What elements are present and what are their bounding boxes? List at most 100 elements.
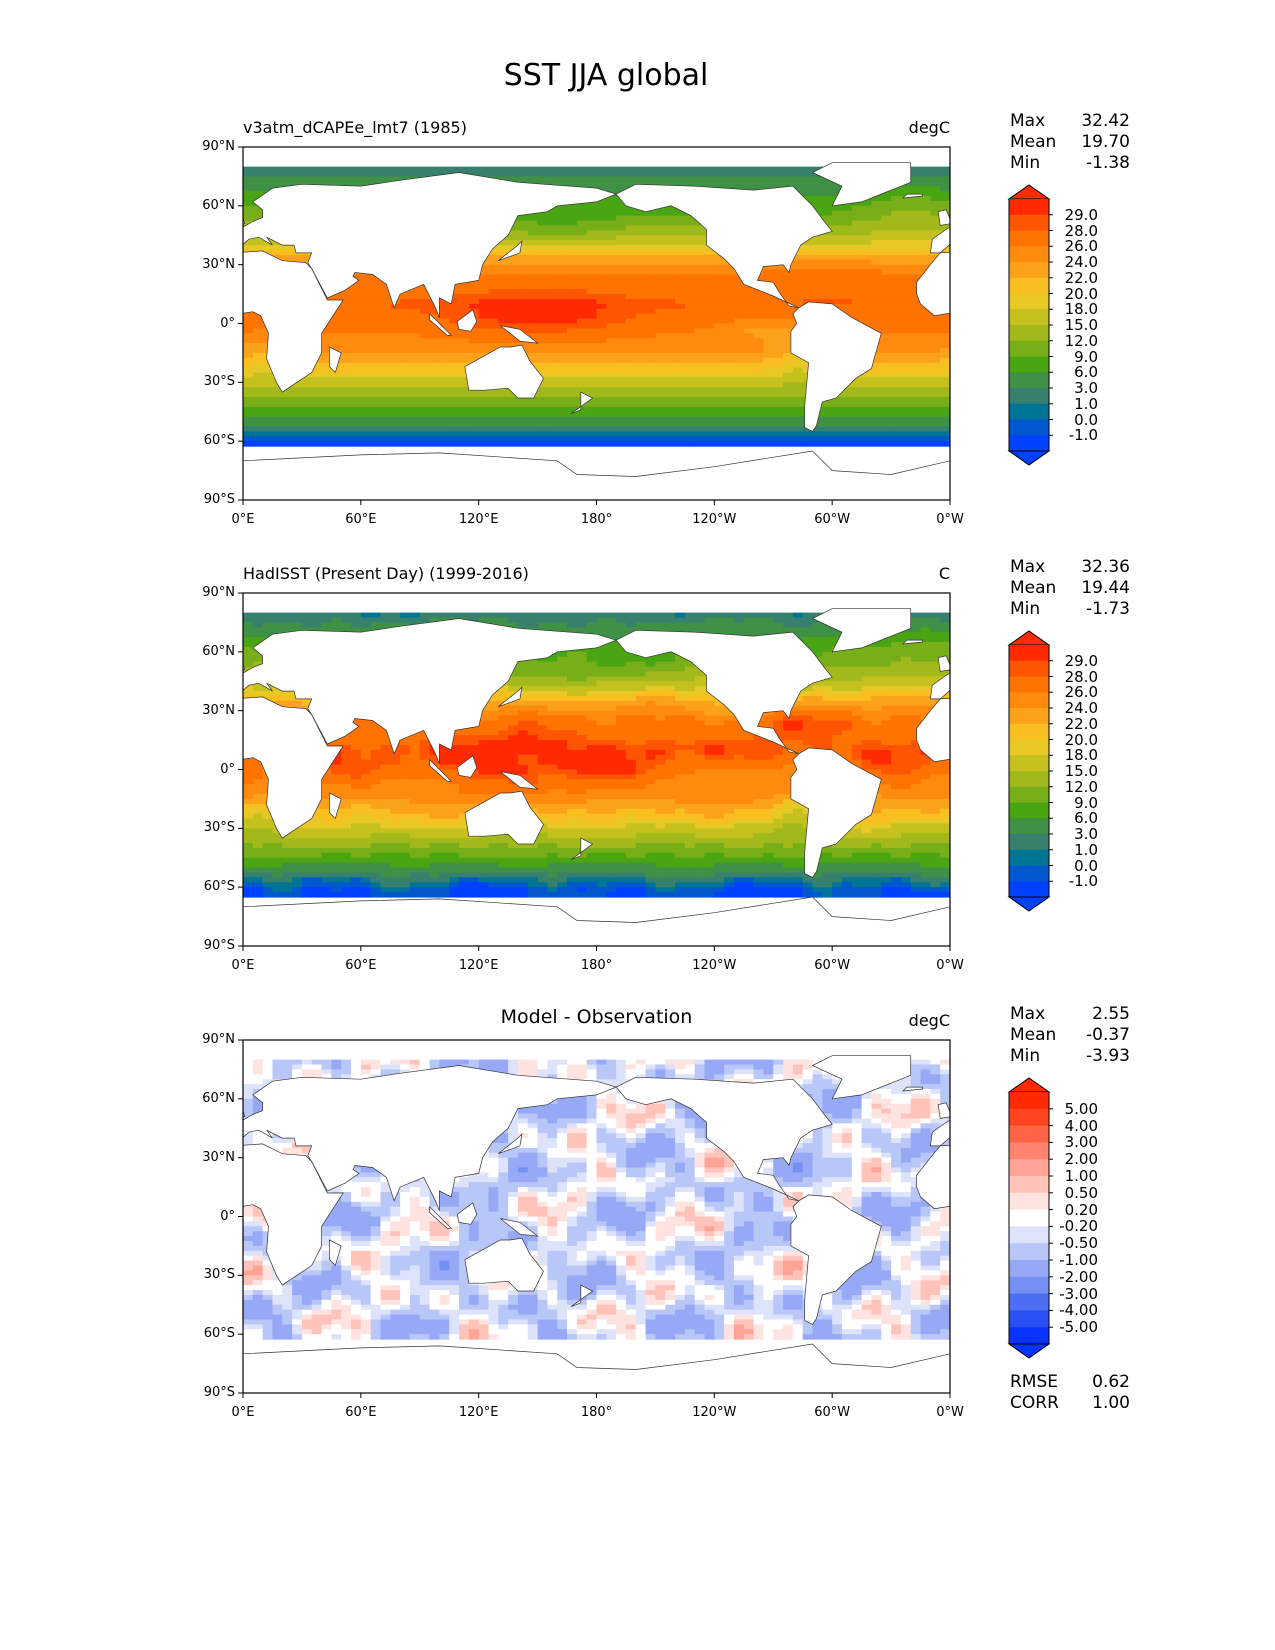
- contour-cell: [940, 612, 950, 619]
- contour-cell: [940, 166, 950, 173]
- contour-cell: [783, 333, 794, 339]
- contour-cell: [478, 333, 490, 339]
- contour-cell: [606, 372, 617, 379]
- contour-cell: [557, 235, 568, 241]
- contour-cell: [645, 357, 657, 364]
- contour-cell: [832, 279, 843, 285]
- contour-cell: [891, 441, 902, 447]
- contour-cell: [625, 181, 637, 187]
- contour-cell: [851, 411, 863, 418]
- contour-cell: [625, 254, 637, 261]
- contour-cell: [252, 661, 264, 668]
- contour-cell: [822, 240, 833, 246]
- contour-cell: [910, 352, 922, 359]
- contour-cell: [625, 176, 637, 182]
- contour-cell: [675, 333, 686, 339]
- contour-cell: [341, 348, 352, 354]
- contour-cell: [400, 348, 411, 354]
- contour-cell: [596, 298, 607, 305]
- contour-cell: [360, 284, 372, 290]
- contour-cell: [547, 230, 558, 236]
- contour-cell: [262, 392, 274, 398]
- contour-cell: [419, 401, 431, 408]
- contour-cell: [557, 254, 568, 261]
- contour-cell: [684, 387, 696, 393]
- contour-cell: [439, 397, 450, 403]
- contour-cell: [439, 166, 450, 173]
- y-tick-label: 60°S: [203, 433, 235, 449]
- contour-cell: [252, 191, 264, 197]
- contour-cell: [409, 171, 421, 178]
- contour-cell: [861, 392, 873, 398]
- colorbar-band: [1009, 309, 1049, 326]
- contour-cell: [409, 323, 421, 329]
- contour-cell: [567, 298, 578, 305]
- contour-cell: [773, 406, 784, 413]
- contour-cell: [910, 235, 922, 241]
- contour-cell: [262, 397, 274, 403]
- contour-cell: [743, 333, 755, 339]
- contour-cell: [910, 298, 922, 305]
- contour-cell: [783, 171, 794, 178]
- contour-cell: [694, 284, 706, 290]
- contour-cell: [341, 343, 352, 349]
- contour-cell: [498, 289, 509, 295]
- contour-cell: [832, 421, 843, 428]
- contour-cell: [881, 372, 892, 379]
- contour-cell: [920, 357, 931, 364]
- contour-cell: [675, 387, 686, 393]
- contour-cell: [557, 284, 568, 290]
- contour-cell: [449, 303, 460, 310]
- contour-cell: [930, 436, 941, 442]
- contour-cell: [390, 333, 401, 339]
- contour-cell: [900, 632, 912, 638]
- contour-cell: [900, 220, 912, 227]
- contour-cell: [704, 279, 715, 285]
- contour-cell: [527, 308, 539, 315]
- contour-cell: [940, 382, 950, 388]
- contour-cell: [675, 294, 686, 300]
- contour-cell: [733, 284, 745, 290]
- contour-cell: [321, 348, 332, 354]
- contour-cell: [694, 181, 706, 187]
- contour-cell: [459, 298, 470, 305]
- contour-cell: [243, 632, 254, 638]
- contour-cell: [851, 421, 863, 428]
- contour-cell: [900, 191, 912, 197]
- contour-cell: [675, 254, 686, 261]
- contour-cell: [910, 254, 922, 261]
- contour-cell: [743, 397, 755, 403]
- contour-cell: [753, 382, 765, 388]
- contour-cell: [351, 411, 362, 418]
- contour-cell: [400, 372, 411, 379]
- contour-cell: [920, 215, 931, 222]
- contour-cell: [802, 264, 814, 271]
- contour-cell: [694, 612, 706, 619]
- contour-cell: [763, 372, 774, 379]
- contour-cell: [832, 284, 843, 290]
- contour-cell: [861, 313, 873, 320]
- contour-cell: [881, 259, 892, 266]
- contour-cell: [360, 166, 372, 173]
- contour-cell: [616, 289, 627, 295]
- contour-cell: [851, 646, 863, 653]
- contour-cell: [616, 181, 627, 187]
- contour-cell: [714, 333, 725, 339]
- contour-cell: [861, 284, 873, 290]
- contour-cell: [517, 289, 529, 295]
- contour-cell: [429, 431, 440, 437]
- contour-cell: [606, 210, 617, 217]
- contour-cell: [753, 416, 765, 423]
- contour-cell: [783, 308, 794, 315]
- contour-cell: [252, 397, 264, 403]
- contour-cell: [272, 612, 283, 619]
- contour-cell: [684, 622, 696, 628]
- contour-cell: [616, 245, 627, 251]
- contour-cell: [841, 225, 853, 231]
- contour-cell: [419, 436, 431, 442]
- contour-cell: [675, 176, 686, 182]
- contour-cell: [783, 357, 794, 364]
- contour-cell: [351, 372, 362, 379]
- contour-cell: [567, 313, 578, 320]
- contour-cell: [635, 284, 647, 290]
